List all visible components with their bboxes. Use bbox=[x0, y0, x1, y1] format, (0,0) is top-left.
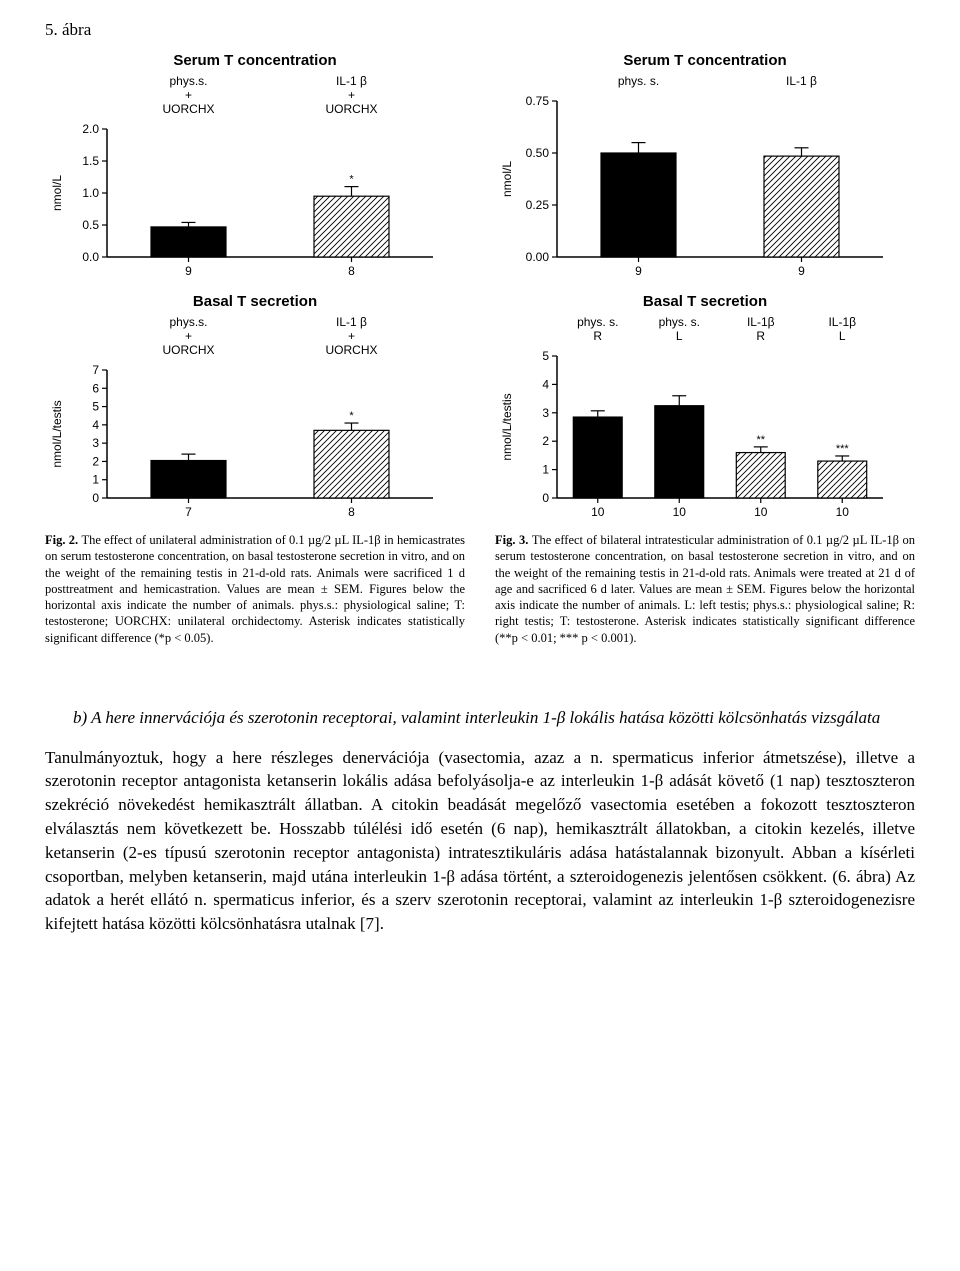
svg-text:phys.s.: phys.s. bbox=[169, 315, 207, 329]
bar bbox=[314, 430, 389, 498]
svg-text:2: 2 bbox=[542, 434, 549, 448]
svg-text:10: 10 bbox=[673, 505, 687, 519]
svg-text:nmol/L/testis: nmol/L/testis bbox=[50, 400, 64, 467]
svg-text:nmol/L: nmol/L bbox=[50, 175, 64, 211]
svg-text:+: + bbox=[185, 88, 192, 102]
svg-text:0: 0 bbox=[542, 491, 549, 505]
svg-text:3: 3 bbox=[92, 436, 99, 450]
bar bbox=[314, 196, 389, 257]
svg-text:10: 10 bbox=[836, 505, 850, 519]
svg-text:1: 1 bbox=[92, 473, 99, 487]
svg-text:2: 2 bbox=[92, 454, 99, 468]
bar bbox=[655, 406, 704, 498]
svg-text:2.0: 2.0 bbox=[82, 122, 99, 136]
section-heading: b) A here innervációja és szerotonin rec… bbox=[45, 706, 915, 730]
svg-text:IL-1β: IL-1β bbox=[747, 315, 775, 329]
chart-svg-c: 01234567nmol/L/testisphys.s.+UORCHX7*IL-… bbox=[45, 314, 445, 524]
captions-row: Fig. 2. The effect of unilateral adminis… bbox=[45, 532, 915, 646]
svg-text:4: 4 bbox=[92, 418, 99, 432]
svg-text:5: 5 bbox=[542, 349, 549, 363]
bar bbox=[151, 227, 226, 257]
svg-text:*: * bbox=[349, 410, 354, 422]
bar bbox=[151, 461, 226, 498]
svg-text:4: 4 bbox=[542, 377, 549, 391]
svg-text:8: 8 bbox=[348, 264, 355, 278]
svg-text:9: 9 bbox=[185, 264, 192, 278]
svg-text:9: 9 bbox=[635, 264, 642, 278]
svg-text:0.5: 0.5 bbox=[82, 218, 99, 232]
svg-text:1: 1 bbox=[542, 463, 549, 477]
svg-text:0.50: 0.50 bbox=[526, 146, 550, 160]
svg-text:**: ** bbox=[756, 434, 765, 446]
caption-right-bold: Fig. 3. bbox=[495, 533, 532, 547]
caption-right: Fig. 3. The effect of bilateral intrates… bbox=[495, 532, 915, 646]
svg-text:+: + bbox=[185, 329, 192, 343]
svg-text:10: 10 bbox=[591, 505, 605, 519]
chart-bottom-right: Basal T secretion 0 1 2 3 4 5 nmol/L/testis phy… bbox=[495, 293, 915, 524]
svg-text:IL-1 β: IL-1 β bbox=[336, 74, 367, 88]
svg-text:1.0: 1.0 bbox=[82, 186, 99, 200]
chart-svg-a: 0.00.51.01.52.0nmol/Lphys.s.+UORCHX9*IL-… bbox=[45, 73, 445, 283]
bar bbox=[818, 461, 867, 498]
chart-svg-d: 012345nmol/L/testisphys. s.R10phys. s.L1… bbox=[495, 314, 895, 524]
bar bbox=[601, 153, 676, 257]
caption-left-bold: Fig. 2. bbox=[45, 533, 81, 547]
chart-title-a: Serum T concentration bbox=[45, 52, 465, 69]
svg-text:L: L bbox=[839, 329, 846, 343]
svg-text:UORCHX: UORCHX bbox=[325, 343, 377, 357]
svg-text:6: 6 bbox=[92, 381, 99, 395]
caption-right-text: The effect of bilateral intratesticular … bbox=[495, 533, 915, 645]
charts-grid: Serum T concentration 0.0 0.5 1.0 1.5 2.0 nmo… bbox=[45, 52, 915, 524]
svg-text:UORCHX: UORCHX bbox=[325, 102, 377, 116]
svg-text:10: 10 bbox=[754, 505, 768, 519]
svg-text:+: + bbox=[348, 88, 355, 102]
svg-text:UORCHX: UORCHX bbox=[162, 343, 214, 357]
svg-text:R: R bbox=[756, 329, 765, 343]
chart-svg-b: 0.00 0.25 0.50 0.75 nmol/L phys. s. 9 IL-1 β 9 bbox=[495, 73, 895, 283]
svg-text:R: R bbox=[593, 329, 602, 343]
svg-text:UORCHX: UORCHX bbox=[162, 102, 214, 116]
svg-text:0.0: 0.0 bbox=[82, 250, 99, 264]
svg-text:7: 7 bbox=[185, 505, 192, 519]
svg-text:phys. s.: phys. s. bbox=[659, 315, 700, 329]
svg-text:phys. s.: phys. s. bbox=[618, 74, 659, 88]
chart-top-right: Serum T concentration 0.00 0.25 0.50 0.75 nm… bbox=[495, 52, 915, 283]
figure-label: 5. ábra bbox=[45, 20, 915, 40]
svg-text:5: 5 bbox=[92, 400, 99, 414]
svg-text:+: + bbox=[348, 329, 355, 343]
svg-text:9: 9 bbox=[798, 264, 805, 278]
bar bbox=[764, 156, 839, 257]
bar bbox=[736, 453, 785, 498]
svg-text:*: * bbox=[349, 174, 354, 186]
svg-text:phys.s.: phys.s. bbox=[169, 74, 207, 88]
bar bbox=[573, 417, 622, 498]
svg-text:8: 8 bbox=[348, 505, 355, 519]
svg-text:0.00: 0.00 bbox=[526, 250, 550, 264]
svg-text:nmol/L: nmol/L bbox=[500, 161, 514, 197]
svg-text:nmol/L/testis: nmol/L/testis bbox=[500, 393, 514, 460]
chart-bottom-left: Basal T secretion 0 1 2 3 4 5 6 7 nmol/L/testis p… bbox=[45, 293, 465, 524]
chart-title-d: Basal T secretion bbox=[495, 293, 915, 310]
chart-top-left: Serum T concentration 0.0 0.5 1.0 1.5 2.0 nmo… bbox=[45, 52, 465, 283]
chart-title-c: Basal T secretion bbox=[45, 293, 465, 310]
caption-left: Fig. 2. The effect of unilateral adminis… bbox=[45, 532, 465, 646]
svg-text:IL-1β: IL-1β bbox=[828, 315, 856, 329]
svg-text:0.75: 0.75 bbox=[526, 94, 550, 108]
svg-text:1.5: 1.5 bbox=[82, 154, 99, 168]
svg-text:7: 7 bbox=[92, 363, 99, 377]
svg-text:phys. s.: phys. s. bbox=[577, 315, 618, 329]
caption-left-text: The effect of unilateral administration … bbox=[45, 533, 465, 645]
svg-text:IL-1 β: IL-1 β bbox=[336, 315, 367, 329]
svg-text:3: 3 bbox=[542, 406, 549, 420]
svg-text:IL-1 β: IL-1 β bbox=[786, 74, 817, 88]
svg-text:***: *** bbox=[836, 443, 850, 455]
body-paragraph: Tanulmányoztuk, hogy a here részleges de… bbox=[45, 746, 915, 936]
svg-text:L: L bbox=[676, 329, 683, 343]
svg-text:0.25: 0.25 bbox=[526, 198, 550, 212]
svg-text:0: 0 bbox=[92, 491, 99, 505]
chart-title-b: Serum T concentration bbox=[495, 52, 915, 69]
